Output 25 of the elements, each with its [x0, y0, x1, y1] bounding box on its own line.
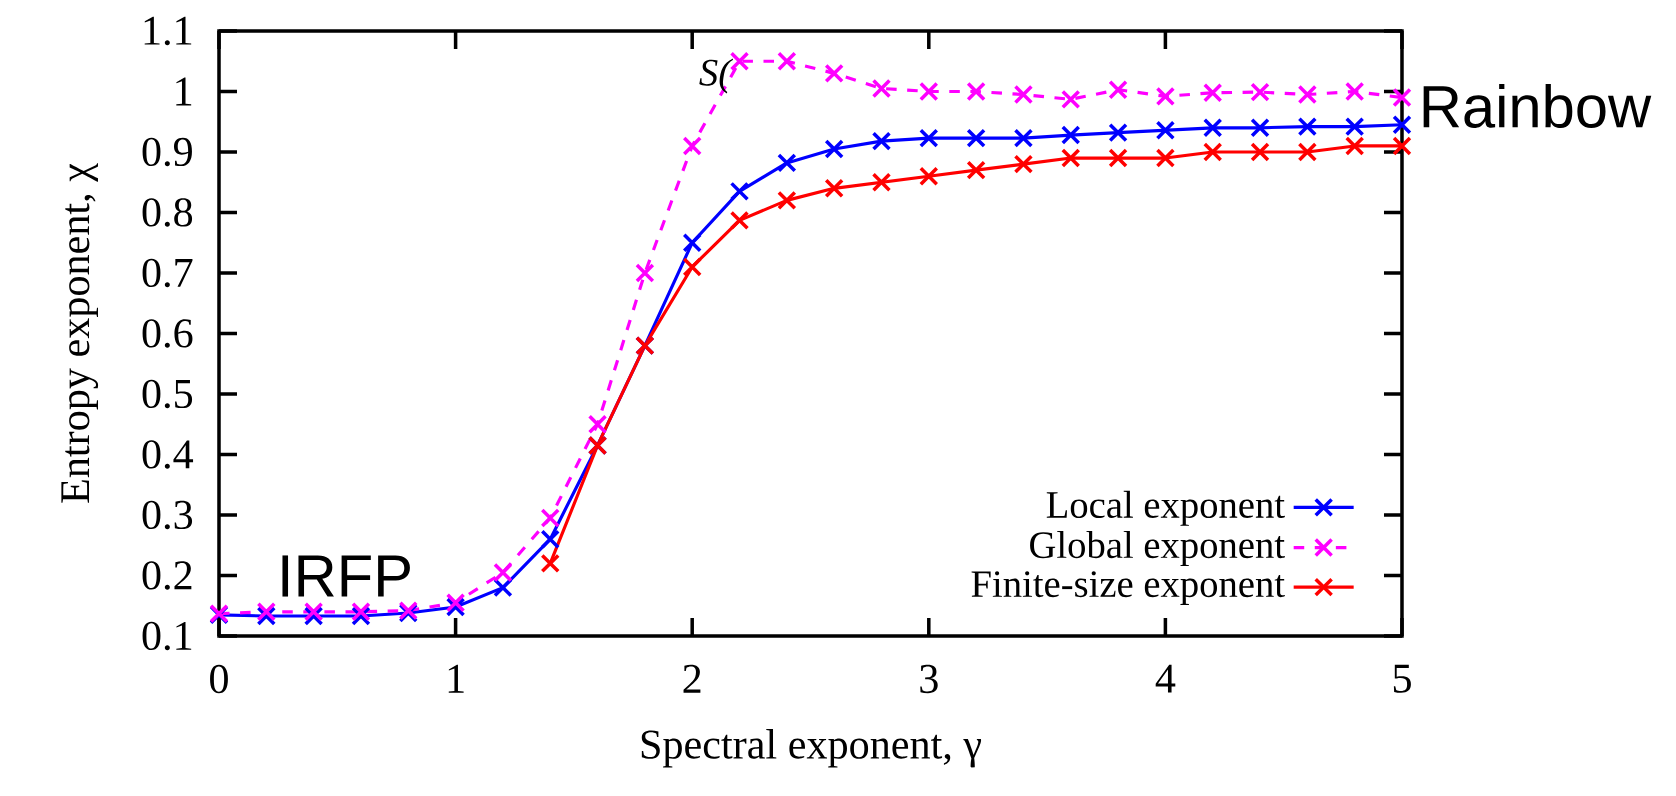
- y-tick-label: 0.9: [142, 137, 192, 167]
- x-tick-label: 2: [683, 664, 701, 693]
- legend-label: Global exponent: [1030, 531, 1285, 567]
- x-tick-label: 3: [920, 664, 938, 694]
- y-tick-label: 1: [176, 77, 192, 106]
- y-tick-label: 0.2: [142, 561, 192, 590]
- legend-label: Local exponent: [1046, 490, 1285, 526]
- text: Rainbow: [1423, 84, 1652, 128]
- x-tick-label: 1: [448, 664, 464, 693]
- y-tick-label: 0.6: [142, 319, 193, 348]
- y-tick-label: 0.8: [142, 198, 193, 227]
- x-axis-title: Spectral exponent, γ: [641, 729, 982, 768]
- annotation: IRFP: [282, 555, 410, 597]
- y-tick-label: 0.4: [142, 440, 194, 469]
- y-tick-label: 1.1: [144, 16, 192, 46]
- x-tick-label: 5: [1393, 664, 1411, 693]
- x-tick-label: 4: [1155, 664, 1176, 693]
- legend-label: Finite-size exponent: [971, 571, 1285, 605]
- y-tick-label: 0.7: [142, 258, 193, 288]
- x-tick-label: 0: [210, 664, 228, 694]
- y-tick-label: 0.3: [142, 500, 193, 530]
- annotation: S(: [699, 58, 734, 94]
- y-tick-label: 0.5: [142, 379, 193, 409]
- y-axis-title: Entropy exponent, χ: [61, 163, 99, 503]
- y-tick-label: 0.1: [142, 621, 192, 651]
